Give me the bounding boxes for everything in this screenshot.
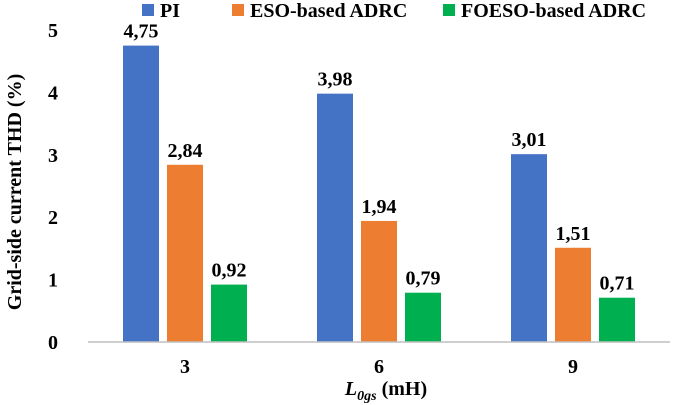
y-tick-label: 0	[48, 332, 58, 354]
data-label: 1,51	[556, 223, 591, 245]
bars	[123, 45, 635, 342]
data-label: 3,01	[512, 129, 547, 151]
y-tick-label: 3	[48, 145, 58, 167]
legend-swatch-pi	[142, 4, 154, 16]
bar-eso-based-adrc-3	[167, 164, 203, 342]
y-tick-label: 4	[48, 82, 58, 104]
data-label: 0,92	[212, 260, 247, 282]
x-tick-label: 6	[374, 356, 384, 378]
data-labels: 4,75 2,84 0,92 3,98 1,94 0,79 3,01 1,51 0,71	[124, 21, 635, 295]
data-label: 3,98	[318, 69, 353, 91]
bar-pi-6	[317, 93, 353, 342]
legend-swatch-eso	[232, 4, 244, 16]
bar-eso-based-adrc-9	[555, 247, 591, 342]
x-axis-title-main: L	[344, 378, 357, 400]
x-axis-title-sub: 0gs	[357, 389, 377, 404]
x-tick-label: 9	[568, 356, 578, 378]
bar-foeso-based-adrc-3	[211, 284, 247, 342]
y-axis-ticks: 0 1 2 3 4 5	[48, 20, 58, 354]
bar-foeso-based-adrc-6	[405, 292, 441, 342]
y-tick-label: 2	[48, 207, 58, 229]
data-label: 2,84	[168, 140, 203, 162]
legend-label-pi: PI	[160, 0, 180, 22]
bar-pi-9	[511, 154, 547, 342]
bar-foeso-based-adrc-9	[599, 297, 635, 342]
y-tick-label: 1	[48, 270, 58, 292]
legend-label-eso: ESO-based ADRC	[250, 0, 407, 22]
y-axis-title: Grid-side current THD (%)	[4, 74, 26, 310]
x-tick-label: 3	[180, 356, 190, 378]
x-axis-title: L0gs (mH)	[344, 378, 427, 404]
data-label: 0,71	[600, 273, 635, 295]
bar-eso-based-adrc-6	[361, 220, 397, 342]
x-axis-ticks: 3 6 9	[180, 356, 578, 378]
legend-label-foeso: FOESO-based ADRC	[461, 0, 646, 22]
legend-swatch-foeso	[443, 4, 455, 16]
data-label: 1,94	[362, 196, 397, 218]
x-axis-title-unit: (mH)	[377, 378, 428, 400]
data-label: 4,75	[124, 21, 159, 43]
bar-pi-3	[123, 45, 159, 342]
data-label: 0,79	[406, 268, 441, 290]
legend: PI ESO-based ADRC FOESO-based ADRC	[142, 0, 646, 22]
y-tick-label: 5	[48, 20, 58, 42]
